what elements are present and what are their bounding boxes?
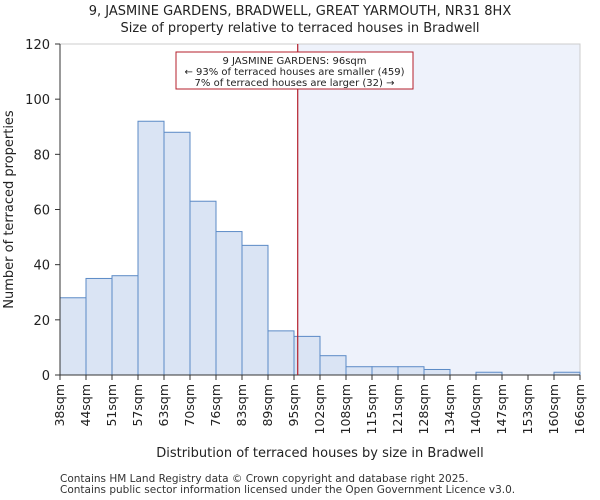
y-tick-label: 120 bbox=[25, 38, 50, 53]
footer-line-2: Contains public sector information licen… bbox=[60, 484, 516, 496]
x-tick-label: 95sqm bbox=[286, 384, 301, 427]
x-tick-label: 160sqm bbox=[546, 384, 561, 434]
x-tick-label: 83sqm bbox=[234, 384, 249, 427]
x-axis-title: Distribution of terraced houses by size … bbox=[156, 446, 484, 461]
x-tick-label: 121sqm bbox=[390, 384, 405, 434]
annotation-line-1: 9 JASMINE GARDENS: 96sqm bbox=[222, 56, 366, 67]
bar bbox=[319, 355, 347, 376]
bar bbox=[397, 366, 425, 376]
y-tick-label: 60 bbox=[33, 204, 50, 219]
y-tick-label: 20 bbox=[33, 314, 50, 329]
annotation-line-2: ← 93% of terraced houses are smaller (45… bbox=[184, 67, 404, 78]
bar bbox=[85, 277, 113, 376]
x-tick-label: 44sqm bbox=[78, 384, 93, 427]
y-tick-label: 100 bbox=[25, 93, 50, 108]
x-tick-label: 63sqm bbox=[156, 384, 171, 427]
x-tick-label: 76sqm bbox=[208, 384, 223, 427]
y-tick-label: 80 bbox=[33, 148, 50, 163]
annotation-box bbox=[175, 51, 414, 90]
y-axis-title: Number of terraced properties bbox=[2, 110, 17, 309]
y-tick-label: 40 bbox=[33, 259, 50, 274]
x-tick-label: 38sqm bbox=[52, 384, 67, 427]
x-tick-label: 166sqm bbox=[572, 384, 587, 434]
x-tick-label: 89sqm bbox=[260, 384, 275, 427]
x-tick-label: 134sqm bbox=[442, 384, 457, 434]
bar bbox=[189, 200, 217, 376]
annotation-line-3: 7% of terraced houses are larger (32) → bbox=[195, 78, 395, 89]
x-tick-label: 108sqm bbox=[338, 384, 353, 434]
x-tick-label: 147sqm bbox=[494, 384, 509, 434]
bar bbox=[371, 366, 399, 376]
x-tick-label: 128sqm bbox=[416, 384, 431, 434]
highlight-region bbox=[297, 44, 580, 375]
x-tick-label: 70sqm bbox=[182, 384, 197, 427]
chart-title: 9, JASMINE GARDENS, BRADWELL, GREAT YARM… bbox=[88, 4, 512, 19]
x-tick-label: 140sqm bbox=[468, 384, 483, 434]
bar bbox=[241, 244, 269, 376]
chart-subtitle: Size of property relative to terraced ho… bbox=[120, 21, 480, 36]
x-tick-label: 51sqm bbox=[104, 384, 119, 427]
x-tick-label: 57sqm bbox=[130, 384, 145, 427]
bar bbox=[163, 131, 191, 376]
bar bbox=[137, 120, 165, 376]
bar bbox=[267, 330, 295, 376]
x-tick-label: 102sqm bbox=[312, 384, 327, 434]
x-tick-label: 153sqm bbox=[520, 384, 535, 434]
footer-line-1: Contains HM Land Registry data © Crown c… bbox=[60, 473, 469, 485]
y-tick-label: 0 bbox=[42, 369, 50, 384]
bar bbox=[215, 231, 243, 376]
bar bbox=[345, 366, 373, 376]
x-tick-label: 115sqm bbox=[364, 384, 379, 434]
bar bbox=[59, 297, 87, 376]
bar bbox=[111, 275, 139, 376]
bar bbox=[293, 335, 321, 376]
bar bbox=[423, 368, 451, 376]
